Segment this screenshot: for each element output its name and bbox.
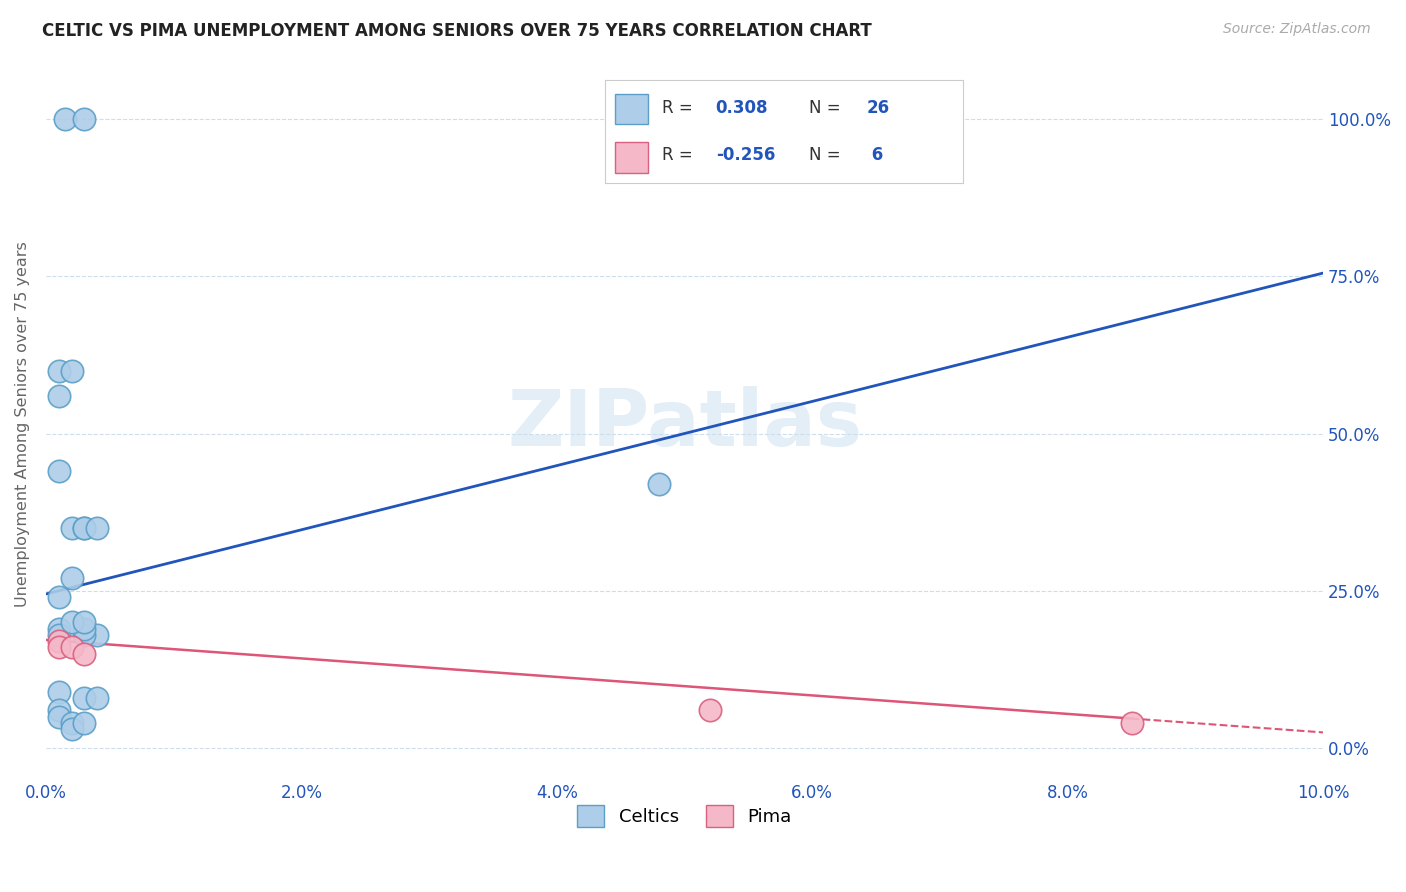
Y-axis label: Unemployment Among Seniors over 75 years: Unemployment Among Seniors over 75 years: [15, 241, 30, 607]
Text: 6: 6: [866, 146, 883, 164]
Text: ZIPatlas: ZIPatlas: [508, 386, 862, 462]
Point: [86, 628, 108, 642]
Point: [73, 521, 96, 535]
Point: [73, 628, 96, 642]
Point: [48, 703, 70, 717]
Text: -0.256: -0.256: [716, 146, 775, 164]
Point: [60, 640, 83, 655]
Legend: Celtics, Pima: Celtics, Pima: [569, 798, 799, 835]
Point: [648, 476, 671, 491]
Point: [48, 590, 70, 604]
Text: N =: N =: [808, 99, 846, 117]
Point: [73, 615, 96, 630]
FancyBboxPatch shape: [616, 142, 648, 173]
Point: [73, 112, 96, 126]
Point: [86, 690, 108, 705]
Point: [53, 112, 76, 126]
Point: [73, 647, 96, 661]
Point: [48, 628, 70, 642]
Point: [60, 723, 83, 737]
Text: R =: R =: [662, 146, 697, 164]
Point: [48, 363, 70, 377]
Point: [48, 640, 70, 655]
Point: [60, 521, 83, 535]
Point: [48, 389, 70, 403]
Text: CELTIC VS PIMA UNEMPLOYMENT AMONG SENIORS OVER 75 YEARS CORRELATION CHART: CELTIC VS PIMA UNEMPLOYMENT AMONG SENIOR…: [42, 22, 872, 40]
Point: [86, 521, 108, 535]
Point: [73, 521, 96, 535]
Text: R =: R =: [662, 99, 697, 117]
Point: [48, 464, 70, 478]
Text: 0.308: 0.308: [716, 99, 768, 117]
Text: 26: 26: [866, 99, 890, 117]
Text: Source: ZipAtlas.com: Source: ZipAtlas.com: [1223, 22, 1371, 37]
Point: [48, 634, 70, 648]
Point: [60, 363, 83, 377]
Point: [60, 716, 83, 731]
Point: [1121, 716, 1143, 731]
Point: [48, 684, 70, 698]
Point: [48, 622, 70, 636]
Point: [73, 690, 96, 705]
Point: [699, 703, 721, 717]
Point: [73, 716, 96, 731]
Text: N =: N =: [808, 146, 846, 164]
FancyBboxPatch shape: [616, 94, 648, 124]
Point: [48, 709, 70, 723]
Point: [73, 622, 96, 636]
Point: [60, 615, 83, 630]
Point: [60, 571, 83, 585]
